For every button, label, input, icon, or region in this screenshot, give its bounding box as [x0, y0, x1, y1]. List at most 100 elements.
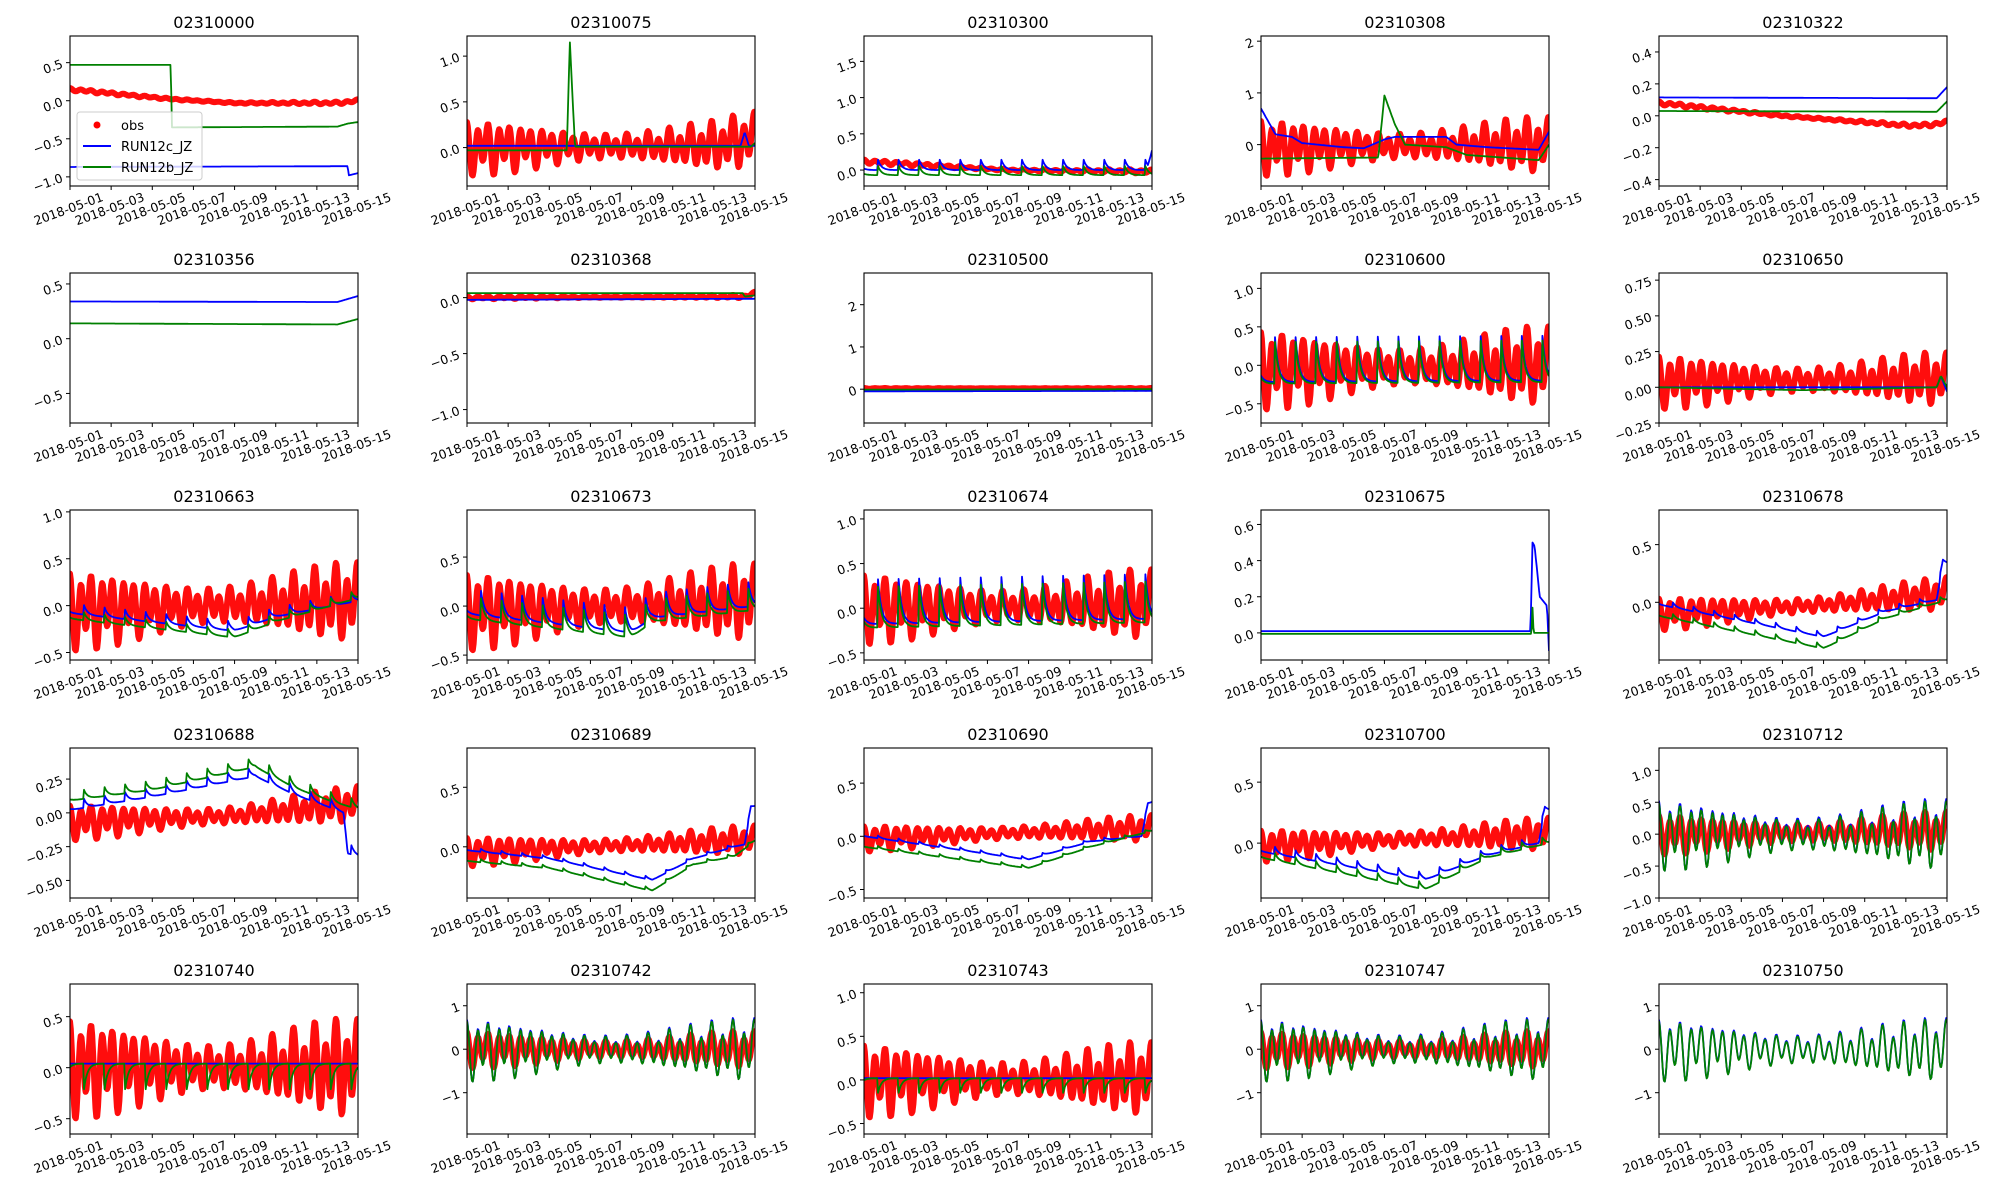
subplot-title: 02310322	[1762, 13, 1843, 32]
y-tick-label: 0.0	[438, 599, 462, 620]
subplot-title: 02310674	[967, 487, 1048, 506]
y-tick-label: 0.0	[1630, 109, 1654, 130]
y-tick-label: −1	[1233, 1086, 1255, 1106]
subplot-02310675: 023106750.60.40.20.02018-05-012018-05-03…	[1223, 487, 1584, 702]
plot-area	[70, 296, 358, 325]
subplot-02310500: 023105002102018-05-012018-05-032018-05-0…	[826, 250, 1187, 465]
y-tick-label: −1	[439, 1086, 461, 1106]
y-tick-label: 0.5	[41, 277, 65, 298]
axes-frame	[864, 273, 1152, 423]
subplot-02310747: 0231074710−12018-05-012018-05-032018-05-…	[1223, 961, 1584, 1176]
subplot-02310322: 023103220.40.20.0−0.2−0.42018-05-012018-…	[1620, 13, 1982, 228]
run12b-series	[1659, 1020, 1947, 1082]
plot-area	[1659, 799, 1947, 871]
subplot-title: 02310663	[173, 487, 254, 506]
plot-area	[1261, 327, 1549, 410]
subplot-title: 02310000	[173, 13, 254, 32]
subplot-02310308: 023103082102018-05-012018-05-032018-05-0…	[1223, 13, 1584, 228]
y-tick-label: 0.5	[835, 557, 859, 578]
subplot-02310650: 023106500.750.500.250.00−0.252018-05-012…	[1613, 250, 1983, 465]
y-tick-label: 1.0	[1232, 282, 1256, 303]
y-tick-label: 0.0	[835, 602, 859, 623]
subplot-02310742: 0231074210−12018-05-012018-05-032018-05-…	[429, 961, 790, 1176]
y-tick-label: 0.4	[1630, 45, 1654, 66]
subplot-02310743: 023107431.00.50.0−0.52018-05-012018-05-0…	[825, 961, 1187, 1176]
y-tick-label: 1	[846, 340, 859, 357]
subplot-title: 02310740	[173, 961, 254, 980]
y-tick-label: 0.0	[1232, 359, 1256, 380]
y-tick-label: −0.5	[31, 646, 65, 670]
run12b-series	[1261, 608, 1549, 634]
plot-area	[1659, 87, 1947, 127]
y-tick-label: −0.4	[1620, 173, 1654, 197]
obs-series	[1261, 117, 1549, 176]
axes-frame	[1659, 273, 1947, 423]
y-tick-label: −1.0	[1620, 891, 1654, 915]
y-tick-label: −0.5	[428, 347, 462, 371]
y-tick-label: 0	[1243, 1043, 1256, 1060]
subplot-02310663: 023106631.00.50.0−0.52018-05-012018-05-0…	[31, 487, 393, 702]
y-tick-label: 0	[1243, 138, 1256, 155]
y-tick-label: −0.5	[31, 132, 65, 156]
y-tick-label: 1.0	[835, 986, 859, 1007]
y-tick-label: 0.0	[438, 840, 462, 861]
obs-series	[467, 112, 755, 176]
y-tick-label: 0.5	[1232, 320, 1256, 341]
y-tick-label: 1	[1243, 86, 1256, 103]
y-tick-label: 1.0	[835, 512, 859, 533]
y-tick-label: −0.2	[1620, 141, 1654, 165]
y-tick-label: 0.75	[1622, 274, 1653, 298]
plot-area	[1659, 1018, 1947, 1082]
subplot-title: 02310690	[967, 725, 1048, 744]
y-tick-label: 0.0	[1630, 828, 1654, 849]
y-tick-label: 1.5	[835, 55, 859, 76]
y-tick-label: 0.0	[41, 94, 65, 115]
y-tick-label: −0.25	[24, 840, 65, 867]
y-tick-label: 0.4	[1232, 554, 1256, 575]
y-tick-label: −1.0	[428, 403, 462, 427]
y-tick-label: 0.5	[438, 95, 462, 116]
subplot-02310700: 023107000.50.02018-05-012018-05-032018-0…	[1223, 725, 1584, 940]
y-tick-label: 0.5	[438, 550, 462, 571]
subplot-02310689: 023106890.50.02018-05-012018-05-032018-0…	[429, 725, 790, 940]
run12c-series	[1659, 87, 1947, 98]
y-tick-label: 0.0	[41, 332, 65, 353]
plot-area	[70, 562, 358, 650]
run12c-series	[467, 299, 755, 300]
plot-area	[467, 42, 755, 175]
subplot-02310600: 023106001.00.50.0−0.52018-05-012018-05-0…	[1222, 250, 1584, 465]
plot-area	[1261, 543, 1549, 652]
legend-label: obs	[121, 119, 144, 134]
y-tick-label: 0.00	[1622, 381, 1653, 405]
subplot-title: 02310368	[570, 250, 651, 269]
subplot-02310690: 023106900.50.0−0.52018-05-012018-05-0320…	[825, 725, 1187, 940]
y-tick-label: 0.0	[41, 1061, 65, 1082]
y-tick-label: 0.0	[438, 141, 462, 162]
plot-area	[864, 802, 1152, 868]
y-tick-label: 0	[846, 383, 859, 400]
plot-area	[864, 388, 1152, 391]
run12b-series	[70, 319, 358, 325]
axes-frame	[467, 36, 755, 186]
subplot-02310000: 023100000.50.0−0.5−1.02018-05-012018-05-…	[31, 13, 393, 228]
y-tick-label: 0.5	[835, 127, 859, 148]
y-tick-label: 0.0	[1232, 626, 1256, 647]
y-tick-label: 1.0	[41, 505, 65, 526]
y-tick-label: −1	[1631, 1086, 1653, 1106]
y-tick-label: −0.5	[825, 883, 859, 907]
subplot-title: 02310600	[1364, 250, 1445, 269]
subplot-title: 02310675	[1364, 487, 1445, 506]
y-tick-label: −0.5	[825, 646, 859, 670]
obs-series	[1659, 577, 1947, 630]
subplot-02310740: 023107400.50.0−0.52018-05-012018-05-0320…	[31, 961, 393, 1176]
subplot-title: 02310075	[570, 13, 651, 32]
y-tick-label: 0.50	[1622, 309, 1653, 333]
run12c-series	[1659, 1018, 1947, 1082]
legend-marker-obs	[94, 122, 101, 129]
subplot-02310678: 023106780.50.02018-05-012018-05-032018-0…	[1621, 487, 1982, 702]
run12c-series	[1261, 543, 1549, 652]
subplot-title: 02310688	[173, 725, 254, 744]
y-tick-label: 2	[846, 298, 859, 315]
